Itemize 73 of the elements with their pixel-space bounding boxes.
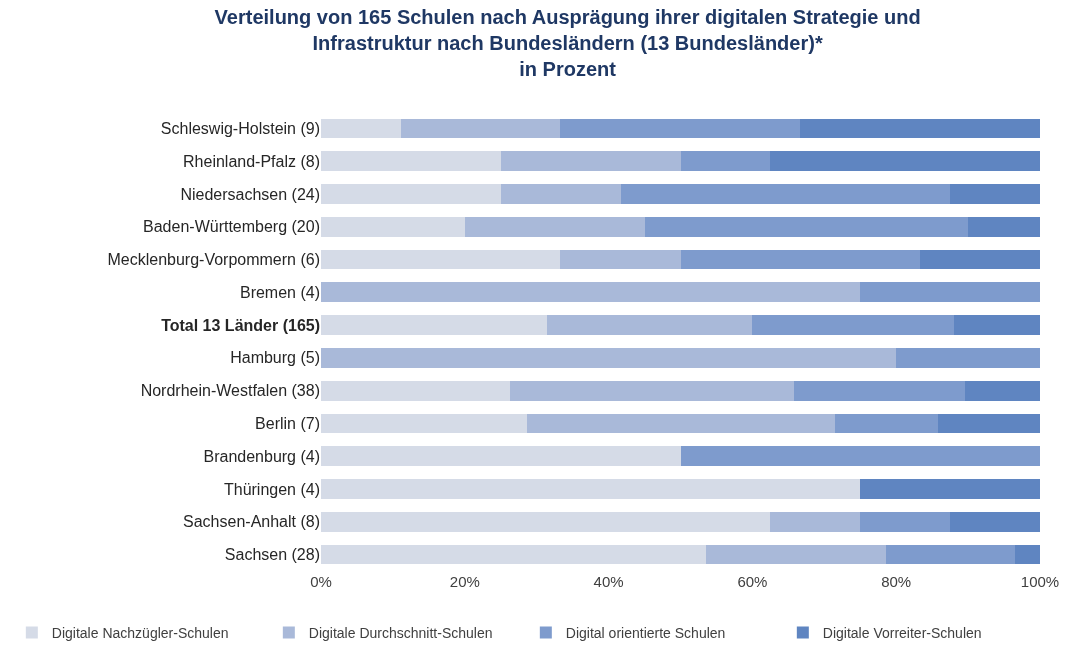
bar <box>321 151 501 172</box>
legend-label: Digital orientierte Schulen <box>565 624 726 641</box>
bar <box>321 380 511 401</box>
bar <box>794 380 965 401</box>
y-tick-label: Brandenburg (4) <box>203 447 320 465</box>
bar <box>896 348 1040 368</box>
bar <box>770 511 861 532</box>
x-tick-label: 100% <box>1020 573 1060 590</box>
bar <box>321 544 707 565</box>
bar <box>706 544 887 565</box>
bar <box>835 413 938 434</box>
bar <box>321 184 501 204</box>
y-tick-label: Rheinland-Pfalz (8) <box>183 152 320 170</box>
bar <box>860 511 951 532</box>
bar <box>400 118 561 139</box>
bar <box>860 282 1040 303</box>
bar <box>547 315 753 335</box>
y-tick-label: Thüringen (4) <box>223 480 320 498</box>
bar <box>919 249 1040 270</box>
bar <box>526 413 836 434</box>
bar <box>500 151 681 172</box>
bar <box>560 249 681 270</box>
bar <box>886 544 1015 565</box>
bar <box>644 216 969 237</box>
bar <box>860 479 1040 499</box>
bar <box>321 249 561 270</box>
y-tick-label: Niedersachsen (24) <box>180 185 320 203</box>
y-tick-label: Nordrhein-Westfalen (38) <box>140 382 320 400</box>
bar <box>937 413 1040 434</box>
bar <box>560 118 800 139</box>
bar <box>968 216 1040 237</box>
bar <box>321 446 681 467</box>
bar <box>1014 544 1040 565</box>
x-tick-label: 80% <box>881 573 912 590</box>
x-tick-label: 40% <box>593 573 624 590</box>
bar <box>950 511 1040 532</box>
bar <box>321 348 897 368</box>
x-tick-label: 60% <box>737 573 768 590</box>
y-tick-label: Sachsen (28) <box>224 546 320 564</box>
bar <box>799 118 1040 139</box>
bar <box>321 413 527 434</box>
bar <box>680 249 920 270</box>
bar <box>321 282 861 303</box>
x-tick-label: 0% <box>310 573 332 590</box>
y-tick-label: Sachsen-Anhalt (8) <box>183 513 320 531</box>
bar <box>620 184 951 204</box>
bar <box>464 216 645 237</box>
legend-label: Digitale Vorreiter-Schulen <box>822 624 982 641</box>
bar <box>953 315 1040 335</box>
y-tick-label: Mecklenburg-Vorpommern (6) <box>107 251 320 269</box>
y-tick-label: Bremen (4) <box>239 283 320 301</box>
legend-label: Digitale Nachzügler-Schulen <box>51 624 229 641</box>
bar <box>321 315 548 335</box>
bar <box>950 184 1040 204</box>
bar <box>500 184 621 204</box>
bar <box>964 380 1040 401</box>
bar <box>680 151 771 172</box>
bar <box>321 479 861 499</box>
bar <box>752 315 954 335</box>
y-tick-label: Berlin (7) <box>255 415 320 433</box>
bar <box>321 511 771 532</box>
y-tick-label: Hamburg (5) <box>230 349 320 367</box>
y-tick-label: Baden-Württemberg (20) <box>143 218 320 236</box>
bar <box>510 380 795 401</box>
legend-label: Digitale Durchschnitt-Schulen <box>308 624 493 641</box>
bar <box>680 446 1040 467</box>
y-tick-label: Total 13 Länder (165) <box>161 316 320 334</box>
bar <box>770 151 1040 172</box>
bar <box>321 216 465 237</box>
x-tick-label: 20% <box>449 573 480 590</box>
y-tick-label: Schleswig-Holstein (9) <box>160 119 320 137</box>
bar <box>321 118 401 139</box>
chart-title: Verteilung von 165 Schulen nach Ausprägung ihrer digitalen Strategie und Infrastruktur nach Bundesländern (13 Bundesländer)* in Prozent <box>214 6 921 80</box>
